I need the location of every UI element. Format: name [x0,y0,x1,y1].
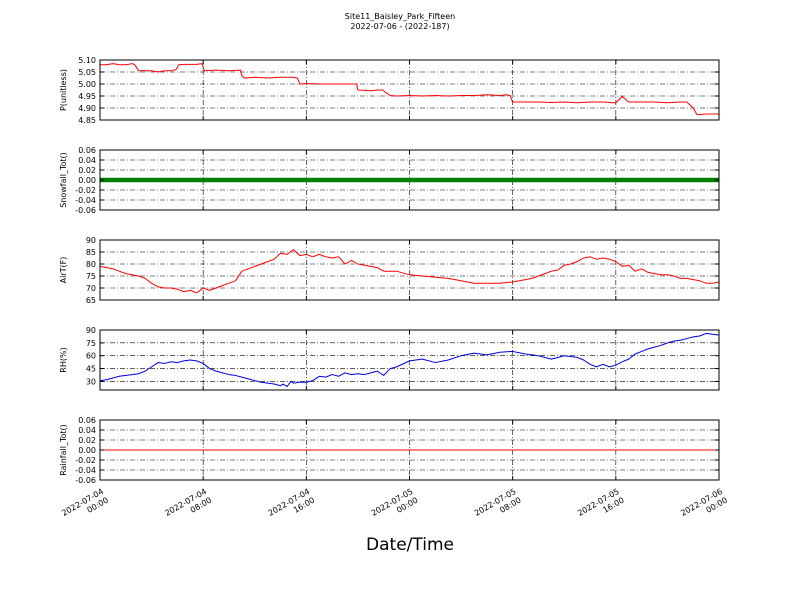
y-tick-label: 4.85 [78,116,96,125]
panel-1: 4.85 4.90 4.95 5.00 5.05 5.10 P(unitless) [59,56,720,125]
series-line-panel-1 [100,63,719,116]
y-tick-label: 0.00 [78,176,96,185]
series-line-panel-4 [99,332,720,388]
y-axis-label: RH(%) [59,347,68,372]
y-tick-label: -0.02 [75,186,96,195]
y-tick-label: 65 [86,296,96,305]
panel-5: -0.06-0.04-0.020.000.020.040.06 Rainfall_… [59,416,720,485]
y-tick-label: 45 [86,365,96,374]
y-tick-label: 4.90 [78,104,96,113]
y-tick-label: 90 [86,236,96,245]
y-axis-label: Snowfall_Tot() [59,152,68,208]
panel-2: -0.06-0.04-0.020.000.020.040.06 Snowfall_… [59,146,720,215]
panels-group: 4.85 4.90 4.95 5.00 5.05 5.10 P(unitless) -0.06… [59,56,720,485]
y-tick-label: -0.04 [75,196,96,205]
y-tick-label: 5.00 [78,80,96,89]
y-tick-label: 5.10 [78,56,96,65]
y-tick-label: 0.02 [78,436,96,445]
y-tick-label: 75 [86,339,96,348]
y-tick-label: 4.95 [78,92,96,101]
y-tick-label: 70 [86,284,96,293]
x-axis-label: Date/Time [366,535,454,555]
y-axis-label: P(unitless) [59,69,68,111]
panel-3: 65 70 75 80 85 90 AirT(F) [59,236,720,305]
series-line-panel-3 [99,249,720,294]
y-tick-label: 85 [86,248,96,257]
y-tick-label: 5.05 [78,68,96,77]
y-tick-label: 60 [86,352,96,361]
y-tick-label: 0.04 [78,156,96,165]
chart-title: Site11_Baisley_Park_Fifteen [345,12,455,21]
y-tick-label: 0.04 [78,426,96,435]
y-tick-label: -0.06 [75,206,96,215]
y-axis-label: AirT(F) [59,257,68,284]
chart-subtitle: 2022-07-06 - (2022-187) [350,22,449,31]
y-tick-label: 30 [86,377,96,386]
y-tick-label: 0.06 [78,146,96,155]
y-tick-label: -0.04 [75,466,96,475]
y-tick-label: 0.00 [78,446,96,455]
y-tick-label: -0.06 [75,476,96,485]
y-tick-label: 0.06 [78,416,96,425]
y-tick-label: 75 [86,272,96,281]
panel-4: 30 45 60 75 90 RH(%) [59,326,720,391]
y-tick-label: 80 [86,260,96,269]
y-tick-label: 90 [86,326,96,335]
y-tick-label: -0.02 [75,456,96,465]
y-axis-label: Rainfall_Tot() [59,424,68,476]
y-tick-label: 0.02 [78,166,96,175]
